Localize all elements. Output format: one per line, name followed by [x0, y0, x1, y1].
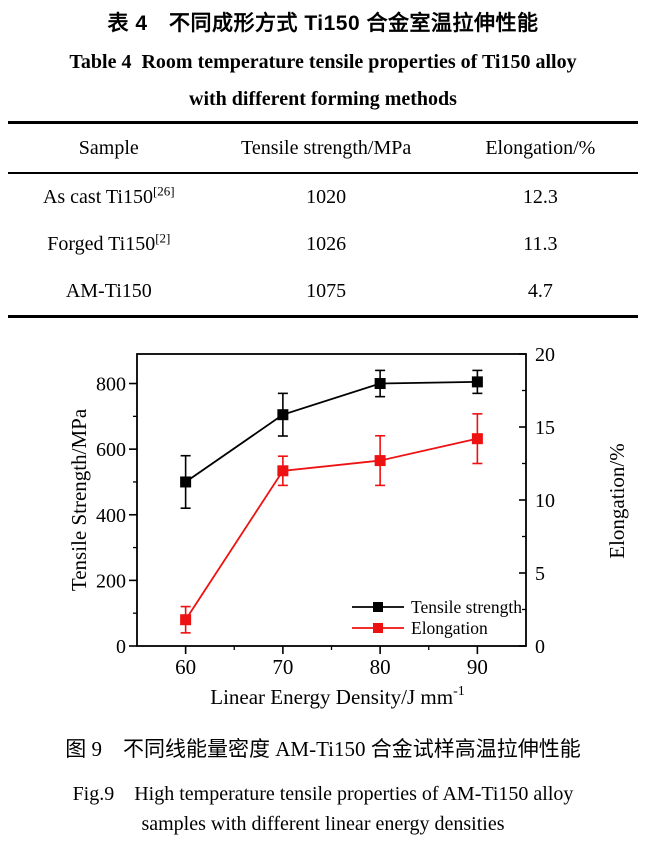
tick-label: 70 — [272, 655, 293, 679]
cell-tensile-strength: 1020 — [306, 186, 347, 208]
cell-elongation: 11.3 — [523, 233, 558, 255]
x-axis-title: Linear Energy Density/J mm-1 — [210, 684, 464, 709]
tick-label: 0 — [116, 636, 126, 658]
table-title-english-line2: with different forming methods — [189, 88, 457, 110]
tick-label: 0 — [535, 636, 545, 658]
sample-name: AM-Ti150 — [65, 280, 152, 302]
tick-label: 800 — [96, 374, 126, 396]
legend-marker — [373, 623, 383, 633]
series-tensile-strength-data-point — [471, 376, 483, 388]
series-tensile-strength-data-point — [180, 476, 192, 488]
series-tensile-strength-line — [185, 380, 478, 483]
series-elongation-data-point — [374, 455, 386, 467]
cell-sample: AM-Ti150 — [8, 268, 210, 317]
right-axis-title: Elongation/% — [605, 443, 629, 558]
tick-label: 600 — [96, 439, 126, 461]
tensile-properties-table: Sample Tensile strength/MPa Elongation/%… — [8, 121, 638, 318]
series-elongation-data-point — [180, 614, 192, 626]
tick-label: 60 — [175, 655, 196, 679]
column-header-tensile: Tensile strength/MPa — [209, 122, 443, 174]
cell-elongation: 12.3 — [522, 186, 558, 208]
legend-marker — [373, 602, 383, 612]
sample-name: Forged Ti150 — [47, 233, 156, 255]
figure-caption-english-line1: Fig.9 High temperature tensile propertie… — [72, 783, 574, 805]
cell-tensile-strength: 1075 — [306, 280, 347, 302]
reference-superscript: [2] — [155, 230, 171, 246]
tick-label: 400 — [96, 505, 126, 527]
figure-caption-english-line2: samples with different linear energy den… — [141, 813, 505, 835]
tick-label: 15 — [535, 417, 555, 439]
series-elongation-data-point — [277, 465, 289, 477]
series-tensile-strength-data-point — [374, 378, 386, 390]
table-row: Forged Ti150[2] 1026 11.3 — [8, 221, 638, 268]
cell-elongation: 4.7 — [527, 280, 553, 302]
legend-label: Tensile strength — [411, 597, 522, 617]
tick-label: 80 — [370, 655, 391, 679]
column-header-elongation: Elongation/% — [442, 122, 638, 174]
tick-label: 10 — [535, 490, 555, 512]
tick-label: 5 — [535, 563, 545, 585]
sample-name: As cast Ti150 — [42, 186, 153, 208]
legend-label: Elongation — [411, 618, 488, 638]
cell-sample: As cast Ti150[26] — [8, 173, 210, 221]
series-tensile-strength-data-point — [277, 409, 289, 421]
series-elongation-line — [184, 437, 478, 621]
left-axis-title: Tensile Strength/MPa — [67, 408, 91, 591]
reference-superscript: [26] — [152, 183, 175, 199]
cell-tensile-strength: 1026 — [306, 233, 347, 255]
tick-label: 90 — [467, 655, 488, 679]
table-title-english-line1: Table 4 Room temperature tensile propert… — [69, 51, 577, 73]
series-elongation-data-point — [471, 433, 483, 445]
table-header-row: Sample Tensile strength/MPa Elongation/% — [8, 122, 638, 174]
table-row: As cast Ti150[26] 1020 12.3 — [8, 173, 638, 221]
cell-sample: Forged Ti150[2] — [8, 221, 210, 268]
tick-label: 200 — [96, 570, 126, 592]
figure-caption-chinese: 图 9 不同线能量密度 AM-Ti150 合金试样高温拉伸性能 — [65, 737, 581, 761]
tick-label: 20 — [535, 344, 555, 366]
table-row: AM-Ti150 1075 4.7 — [8, 268, 638, 317]
table-title-chinese: 表 4 不同成形方式 Ti150 合金室温拉伸性能 — [107, 12, 539, 35]
column-header-sample: Sample — [8, 122, 210, 174]
